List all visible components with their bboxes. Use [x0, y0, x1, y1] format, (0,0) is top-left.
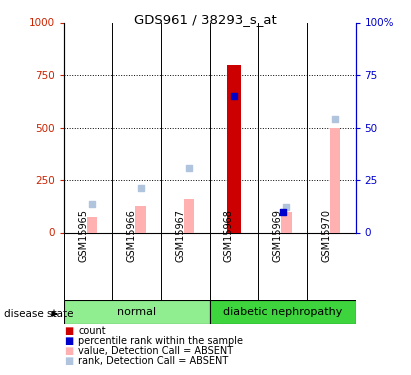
Point	[332, 116, 338, 122]
Point	[137, 185, 144, 191]
Point	[186, 165, 192, 171]
Point	[89, 201, 95, 207]
Text: GSM15967: GSM15967	[175, 209, 185, 262]
Text: GDS961 / 38293_s_at: GDS961 / 38293_s_at	[134, 13, 277, 26]
Point	[279, 209, 286, 214]
Text: GSM15968: GSM15968	[224, 209, 234, 262]
Text: percentile rank within the sample: percentile rank within the sample	[78, 336, 243, 346]
Text: GSM15969: GSM15969	[272, 209, 282, 262]
Bar	[64, 300, 210, 324]
Text: GSM15966: GSM15966	[127, 209, 136, 262]
Text: GSM15970: GSM15970	[321, 209, 331, 262]
Bar	[87, 217, 97, 232]
Text: disease state: disease state	[4, 309, 74, 319]
Bar	[210, 300, 356, 324]
Text: value, Detection Call = ABSENT: value, Detection Call = ABSENT	[78, 346, 233, 356]
Text: ■: ■	[64, 356, 73, 366]
Bar	[184, 199, 194, 232]
Text: rank, Detection Call = ABSENT: rank, Detection Call = ABSENT	[78, 356, 229, 366]
Point	[283, 204, 290, 210]
Bar	[136, 206, 145, 232]
Bar	[282, 211, 291, 232]
Text: count: count	[78, 326, 106, 336]
Point	[231, 93, 237, 99]
Bar	[226, 64, 241, 232]
Text: GSM15965: GSM15965	[78, 209, 88, 262]
Text: normal: normal	[117, 307, 156, 317]
Text: ■: ■	[64, 336, 73, 346]
Bar	[330, 128, 340, 232]
Text: ■: ■	[64, 326, 73, 336]
Text: ■: ■	[64, 346, 73, 356]
Text: diabetic nephropathy: diabetic nephropathy	[223, 307, 342, 317]
